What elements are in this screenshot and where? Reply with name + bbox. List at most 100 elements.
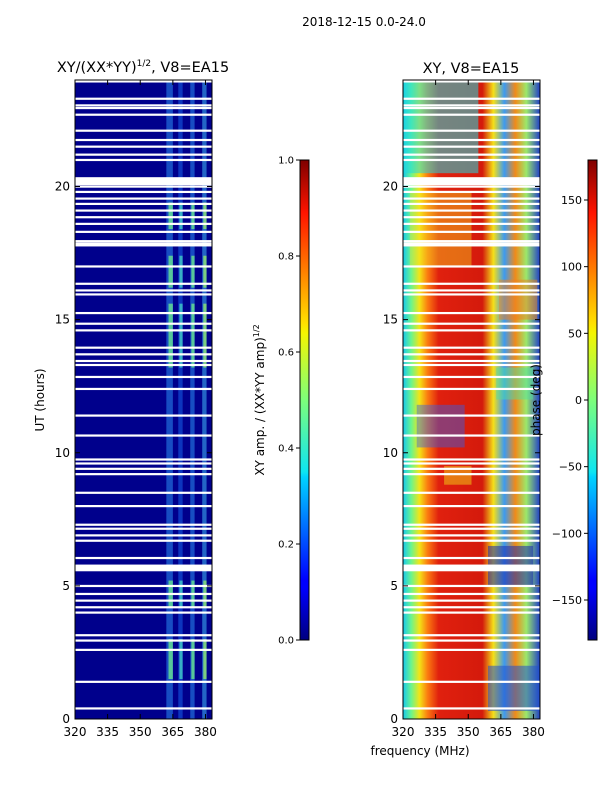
right-phase-band (496, 367, 534, 400)
right-flagged-gap (403, 97, 540, 100)
left-x-tick-label: 380 (194, 725, 217, 739)
phase-colorbar-tick-label: 50 (568, 327, 582, 340)
figure-suptitle: 2018-12-15 0.0-24.0 (302, 15, 426, 29)
right-flagged-gap (403, 523, 540, 526)
left-flagged-gap (75, 680, 212, 683)
right-flagged-gap (403, 329, 540, 332)
left-flagged-gap (75, 185, 212, 188)
left-bright-blotch (168, 303, 173, 368)
left-y-tick-label: 15 (55, 313, 70, 327)
right-flagged-gap (403, 505, 540, 508)
left-flagged-gap (75, 527, 212, 530)
right-flagged-gap (403, 104, 540, 107)
right-panel-title: XY, V8=EA15 (423, 61, 520, 77)
right-y-tick-label: 5 (390, 579, 398, 593)
right-flagged-gap (403, 202, 540, 206)
right-flagged-gap (403, 282, 540, 285)
left-streak-column (202, 80, 207, 719)
right-phase-band (416, 404, 465, 448)
left-bright-blotch (191, 303, 195, 368)
left-flagged-gap (75, 242, 212, 247)
left-x-tick-label: 350 (129, 725, 152, 739)
amplitude-colorbar-tick-label: 0.0 (278, 636, 294, 647)
amplitude-colorbar-tick-label: 0.2 (278, 540, 294, 551)
left-flagged-gap (75, 240, 212, 243)
left-bright-blotch (168, 255, 173, 288)
right-flagged-gap (403, 230, 540, 233)
right-x-tick-label: 320 (392, 725, 415, 739)
left-flagged-gap (75, 434, 212, 437)
left-heatmap-gaps (75, 80, 212, 710)
right-flagged-gap (403, 611, 540, 614)
right-y-tick-label: 0 (390, 712, 398, 726)
phase-colorbar-label: phase (deg) (529, 364, 543, 436)
left-title-exponent: 1/2 (137, 59, 151, 69)
right-flagged-gap (403, 129, 540, 132)
left-flagged-gap (75, 216, 212, 219)
left-flagged-gap (75, 556, 212, 560)
right-flagged-gap (403, 634, 540, 637)
left-bright-blotch (191, 639, 195, 680)
right-flagged-gap (403, 707, 540, 710)
left-flagged-gap (75, 505, 212, 508)
right-x-tick-label: 365 (489, 725, 512, 739)
right-flagged-gap (403, 363, 540, 367)
left-flagged-gap (75, 129, 212, 132)
right-flagged-gap (403, 606, 540, 609)
left-bright-blotch (203, 255, 207, 288)
right-flagged-gap (403, 190, 540, 194)
phase-colorbar-tick-label: 150 (561, 194, 582, 207)
right-flagged-gap (403, 177, 540, 186)
left-x-tick-label: 320 (64, 725, 87, 739)
right-y-tick-label: 20 (383, 180, 398, 194)
left-flagged-gap (75, 329, 212, 332)
left-flagged-gap (75, 606, 212, 609)
right-flagged-gap (403, 584, 540, 588)
left-flagged-gap (75, 282, 212, 285)
right-plot-frame (402, 79, 541, 720)
amplitude-colorbar-tick-label: 0.6 (278, 348, 294, 359)
right-flagged-gap (403, 289, 540, 292)
right-flagged-gap (403, 599, 540, 602)
amplitude-colorbar-ticks: 0.0 0.2 0.4 0.6 0.8 1.0 (278, 156, 300, 647)
right-flagged-gap (403, 158, 540, 162)
phase-colorbar-tick-label: −150 (552, 594, 582, 607)
left-flagged-gap (75, 639, 212, 642)
left-flagged-gap (75, 138, 212, 142)
frequency-axis-label: frequency (MHz) (370, 744, 469, 758)
left-heatmap-panel: XY/(XX*YY)1/2, V8=EA15 320 335 350 365 380 0… (33, 59, 229, 739)
left-y-tick-label: 0 (62, 712, 70, 726)
left-flagged-gap (75, 387, 212, 391)
right-flagged-gap (403, 534, 540, 537)
left-flagged-gap (75, 153, 212, 156)
right-flagged-gap (403, 265, 540, 268)
left-flagged-gap (75, 289, 212, 292)
phase-colorbar-tick-label: 100 (561, 261, 582, 274)
left-flagged-gap (75, 592, 212, 596)
left-flagged-gap (75, 202, 212, 206)
right-flagged-gap (403, 434, 540, 437)
left-streak-column (178, 80, 183, 719)
left-flagged-gap (75, 293, 212, 296)
left-bright-blotch (179, 202, 183, 230)
right-flagged-gap (403, 564, 540, 572)
left-flagged-gap (75, 80, 212, 83)
right-flagged-gap (403, 556, 540, 560)
amplitude-colorbar-gradient (299, 159, 310, 641)
right-phase-band (444, 466, 472, 485)
right-flagged-gap (403, 414, 540, 417)
right-phase-band (487, 665, 540, 712)
amplitude-colorbar-label: XY amp. / (XX*YY amp)1/2 (252, 324, 267, 475)
right-x-tick-label: 380 (522, 725, 545, 739)
amplitude-colorbar-tick-label: 0.4 (278, 444, 294, 455)
right-flagged-gap (403, 293, 540, 296)
left-y-axis-label: UT (hours) (33, 368, 47, 431)
left-flagged-gap (75, 611, 212, 614)
left-y-axis: 0 5 10 15 20 (55, 180, 212, 726)
left-flagged-gap (75, 311, 212, 315)
right-flagged-gap (403, 138, 540, 142)
right-y-tick-label: 15 (383, 313, 398, 327)
right-flagged-gap (403, 113, 540, 116)
left-flagged-gap (75, 97, 212, 100)
